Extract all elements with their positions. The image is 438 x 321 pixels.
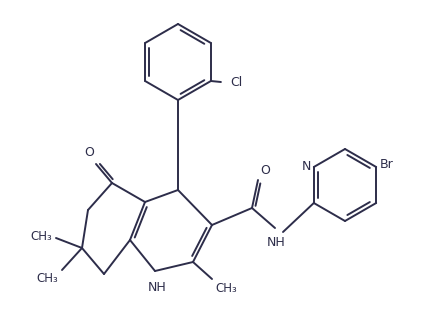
Text: O: O — [259, 164, 269, 177]
Text: NH: NH — [147, 281, 166, 294]
Text: Br: Br — [379, 159, 393, 171]
Text: CH₃: CH₃ — [215, 282, 236, 295]
Text: NH: NH — [266, 236, 285, 249]
Text: Cl: Cl — [230, 75, 242, 89]
Text: N: N — [301, 160, 310, 172]
Text: CH₃: CH₃ — [30, 230, 52, 244]
Text: O: O — [84, 146, 94, 159]
Text: CH₃: CH₃ — [36, 272, 58, 285]
